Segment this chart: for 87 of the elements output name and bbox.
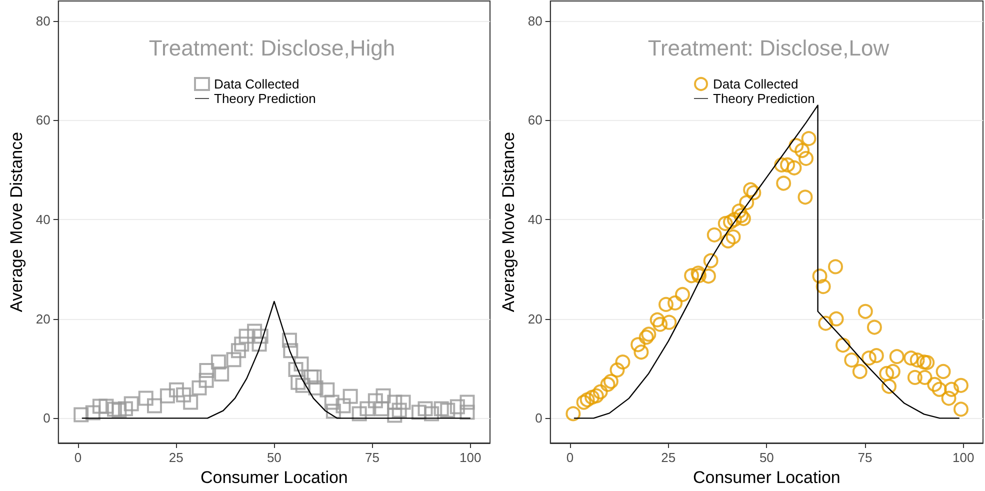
point [74,407,89,422]
point [304,369,319,384]
point [308,380,324,396]
point [138,390,154,406]
point [288,362,304,377]
point [247,324,262,339]
point [352,406,367,422]
point [183,394,198,410]
point [238,328,254,344]
x-tick-label: 75 [365,450,380,465]
y-tick-label: 80 [528,13,542,28]
point [192,380,207,396]
y-tick-label: 40 [36,212,50,228]
point [290,374,306,390]
point [376,388,391,404]
x-tick-label: 0 [566,450,574,465]
x-tick-label: 75 [858,450,872,465]
point [387,394,402,410]
point [199,362,214,378]
point [306,369,322,384]
point [106,402,122,417]
point [92,398,108,414]
point [387,408,402,423]
point [450,399,465,414]
point [210,354,226,370]
point [282,332,297,348]
point [368,393,383,408]
x-tick-label: 50 [759,450,774,465]
y-axis-title: Average Move Distance [499,132,518,312]
point [234,336,250,352]
point [98,398,114,414]
text: Treatment: Disclose,High [148,36,396,60]
x-axis-title: Consumer Location [200,468,348,487]
point [320,382,335,398]
point [118,401,133,416]
point [253,328,268,344]
point [294,356,309,372]
point [336,398,351,414]
point [85,405,100,420]
y-tick-label: 60 [528,112,542,128]
point [424,406,440,422]
point [252,336,267,352]
legend-label: Data Collected [214,76,300,92]
point [360,401,375,416]
x-tick-label: 25 [661,450,676,465]
point [160,388,175,404]
point [176,387,192,402]
point [295,378,310,393]
point [324,394,340,410]
y-tick-label: 80 [36,13,50,28]
point [418,401,433,416]
text: Treatment: Disclose,Low [648,36,890,60]
point [112,402,127,418]
y-tick-label: 0 [43,410,50,426]
y-tick-label: 20 [528,311,542,326]
point [147,398,162,414]
x-tick-label: 50 [266,450,282,465]
point [440,402,456,418]
point [392,402,407,418]
x-tick-label: 0 [74,450,82,465]
point [460,394,475,410]
x-tick-label: 100 [460,450,482,465]
legend-label: Theory Prediction [214,91,316,106]
point [396,394,411,410]
x-axis-title: Consumer Location [692,468,840,487]
y-axis-title: Average Move Distance [7,132,26,312]
point [214,366,230,382]
legend-label: Theory Prediction [713,91,815,106]
y-tick-label: 60 [36,112,50,128]
point [283,343,298,358]
y-tick-label: 0 [535,410,542,426]
y-tick-label: 40 [528,212,542,228]
point [342,388,358,404]
point [460,404,475,420]
y-tick-label: 20 [36,311,50,326]
point [411,404,426,420]
point [124,396,139,412]
x-tick-label: 100 [952,450,974,465]
x-tick-label: 25 [168,450,184,465]
point [434,401,449,416]
point [374,401,390,416]
point [168,382,184,398]
point [326,404,341,419]
legend-label: Data Collected [713,76,798,92]
point [226,352,242,368]
point [230,343,246,358]
point [198,372,214,388]
